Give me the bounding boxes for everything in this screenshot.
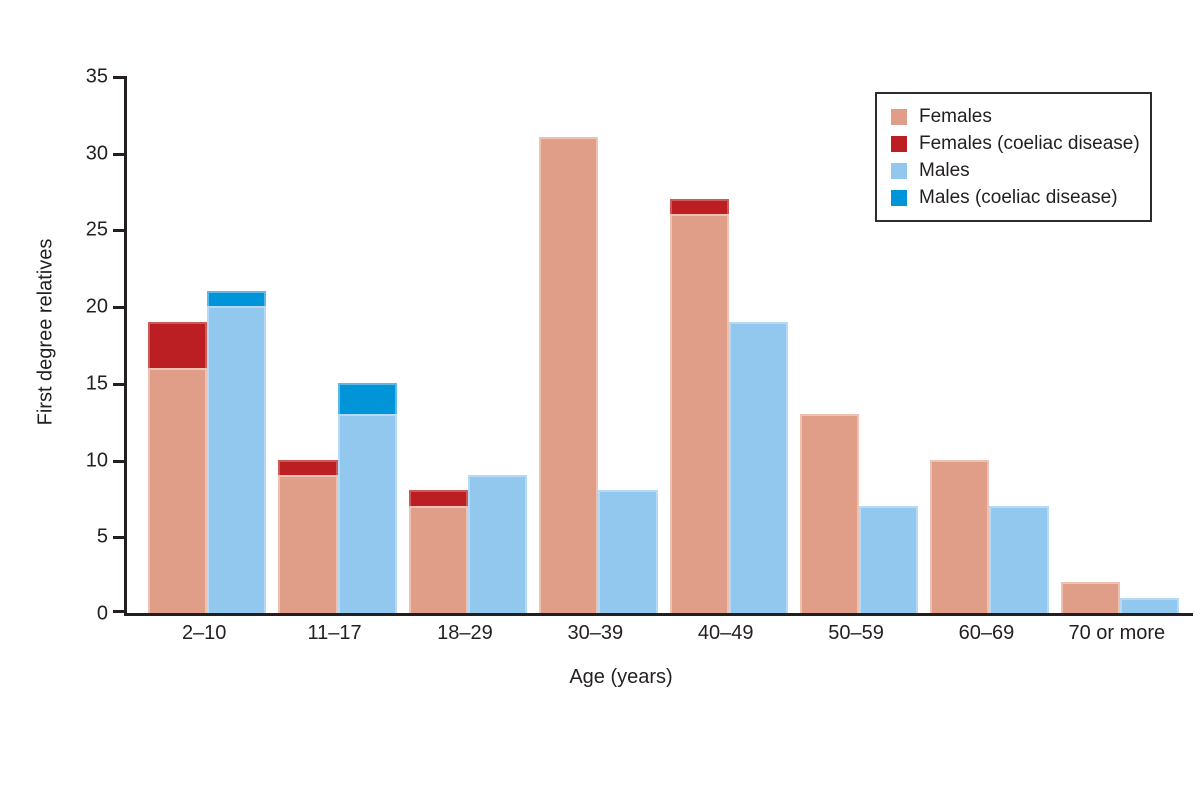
bar-segment-male <box>728 321 788 613</box>
bar-segment-female-coeliac <box>148 321 208 368</box>
legend-swatch-females-coeliac <box>891 135 907 152</box>
bar-segment-male <box>598 490 658 613</box>
legend-item: Males (coeliac disease) <box>891 184 1136 211</box>
y-tick <box>113 152 125 156</box>
x-tick-label: 18–29 <box>437 622 493 644</box>
bar-group-2–10 <box>148 76 267 613</box>
male-bar <box>1119 597 1179 613</box>
female-bar <box>408 490 468 613</box>
female-bar <box>799 413 860 613</box>
male-bar <box>337 382 397 613</box>
legend-label: Females (coeliac disease) <box>919 132 1140 154</box>
x-tick-label: 11–17 <box>307 622 362 644</box>
x-tick-label: 30–39 <box>567 622 624 644</box>
legend-label: Females <box>919 105 992 127</box>
y-tick-label: 0 <box>96 602 108 625</box>
legend-label: Males (coeliac disease) <box>919 186 1118 208</box>
legend-label: Males <box>919 159 970 181</box>
legend-item: Females (coeliac disease) <box>891 130 1140 157</box>
x-tick-labels: 2–10 11–17 18–29 30–39 40–49 50–59 60–69 70 or … <box>124 622 1190 645</box>
male-bar <box>989 505 1049 613</box>
y-tick-label: 35 <box>85 65 108 88</box>
bar-segment-female <box>669 214 729 613</box>
male-bar <box>728 321 788 613</box>
legend: Females Females (coeliac disease) Males … <box>875 92 1152 222</box>
bars-row <box>127 76 1193 613</box>
y-tick <box>113 229 125 233</box>
female-bar <box>930 459 990 613</box>
bar-segment-female <box>408 505 468 613</box>
x-tick-label: 2–10 <box>181 622 227 644</box>
bar-segment-female <box>539 137 599 613</box>
bar-group-30–39 <box>539 76 658 613</box>
bar-segment-male <box>859 505 919 613</box>
bar-segment-female <box>148 367 208 613</box>
bar-segment-female <box>930 459 990 613</box>
x-tick-label: 70 or more <box>1068 622 1166 644</box>
bar-group-60–69 <box>930 76 1049 613</box>
x-tick-label: 60–69 <box>958 622 1015 644</box>
bar-segment-male <box>467 474 528 613</box>
bar-segment-female-coeliac <box>669 198 729 215</box>
y-tick <box>113 459 125 463</box>
male-bar <box>207 290 267 613</box>
bar-segment-male <box>207 306 267 613</box>
bar-segment-female <box>1060 582 1120 613</box>
y-tick-label: 5 <box>96 525 108 548</box>
legend-swatch-females <box>891 108 907 125</box>
bar-segment-male-coeliac <box>337 382 397 414</box>
bar-segment-male <box>989 505 1049 613</box>
bar-segment-male <box>1119 597 1179 613</box>
bar-segment-male <box>337 413 397 613</box>
female-bar <box>539 137 599 613</box>
y-tick <box>113 536 125 540</box>
y-tick <box>113 610 125 613</box>
y-tick <box>113 306 125 310</box>
bar-segment-male-coeliac <box>207 290 267 307</box>
bar-group-50–59 <box>799 76 919 613</box>
male-bar <box>598 490 658 613</box>
y-tick <box>113 76 125 79</box>
y-tick <box>113 382 125 386</box>
x-tick-label: 50–59 <box>828 622 884 644</box>
y-tick-label: 15 <box>85 372 108 395</box>
bar-segment-female <box>278 474 338 613</box>
y-axis-title: First degree relatives <box>34 238 57 426</box>
y-tick-label: 30 <box>85 142 108 165</box>
male-bar <box>467 474 528 613</box>
bar-segment-female-coeliac <box>408 490 468 506</box>
female-bar <box>1060 582 1120 613</box>
y-tick-label: 10 <box>85 449 108 472</box>
female-bar <box>278 459 338 613</box>
x-tick-label: 40–49 <box>697 622 754 644</box>
x-axis-title: Age (years) <box>569 666 673 688</box>
plot-area: 0 5 10 15 20 25 30 35 <box>86 67 1193 624</box>
bar-group-40–49 <box>669 76 788 613</box>
legend-item: Females <box>891 103 1136 130</box>
bar-segment-female-coeliac <box>278 459 338 475</box>
y-tick-label: 25 <box>85 219 108 242</box>
female-bar <box>669 198 729 613</box>
bar-group-18–29 <box>408 76 528 613</box>
bar-group-11–17 <box>278 76 397 613</box>
legend-swatch-males-coeliac <box>891 189 907 206</box>
legend-swatch-males <box>891 162 907 179</box>
bar-segment-female <box>799 413 860 613</box>
bar-group-70-or-more <box>1060 76 1179 613</box>
female-bar <box>148 321 208 613</box>
legend-item: Males <box>891 157 1136 184</box>
y-tick-label: 20 <box>85 295 108 318</box>
male-bar <box>859 505 919 613</box>
